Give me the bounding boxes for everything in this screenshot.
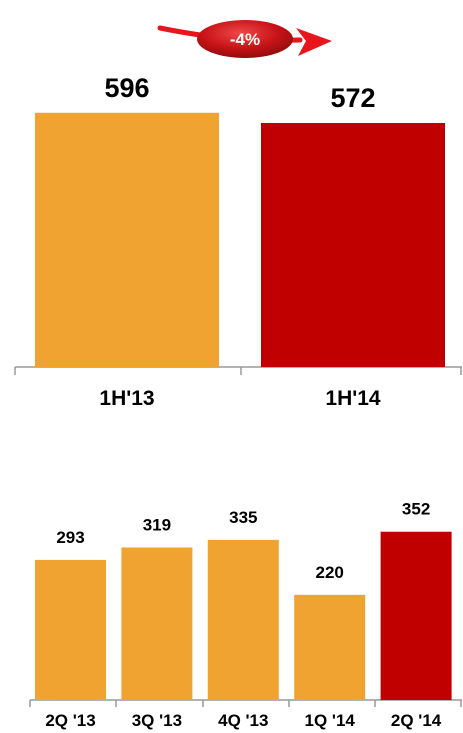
half-year-bar-chart: 596 572 1H'13 1H'14 <box>14 73 462 410</box>
change-arrowhead-icon <box>296 28 332 56</box>
bottom-bar-value-label: 293 <box>56 528 84 547</box>
top-bar-1h14 <box>261 123 445 367</box>
bottom-bar-3q13 <box>121 547 193 700</box>
bottom-bar-value-label: 352 <box>402 500 430 519</box>
change-annotation: -4% <box>157 20 332 58</box>
bottom-category-label: 4Q '13 <box>218 711 268 730</box>
bottom-bar-2q13 <box>35 559 106 700</box>
bottom-category-label: 2Q '14 <box>391 711 442 730</box>
bottom-category-label: 3Q '13 <box>132 711 182 730</box>
top-category-label: 1H'14 <box>325 387 381 410</box>
top-bar-value-label: 572 <box>330 83 375 113</box>
bottom-category-label: 1Q '14 <box>305 711 356 730</box>
bottom-bar-4q13 <box>207 539 279 700</box>
top-category-label: 1H'13 <box>99 387 154 410</box>
bottom-category-label: 2Q '13 <box>45 711 95 730</box>
change-badge <box>197 20 293 58</box>
bottom-bar-value-label: 220 <box>316 563 344 582</box>
bottom-bar-value-label: 319 <box>143 516 171 535</box>
bottom-bar-1q14 <box>294 594 366 700</box>
bottom-bar-value-label: 335 <box>229 508 257 527</box>
top-bar-value-label: 596 <box>104 73 149 103</box>
bottom-bar-2q14 <box>380 531 452 700</box>
top-bar-1h13 <box>35 112 219 367</box>
change-badge-label: -4% <box>230 30 260 49</box>
quarterly-bar-chart: 293 319 335 220 352 2Q '13 3Q '13 4Q '13… <box>29 500 462 730</box>
